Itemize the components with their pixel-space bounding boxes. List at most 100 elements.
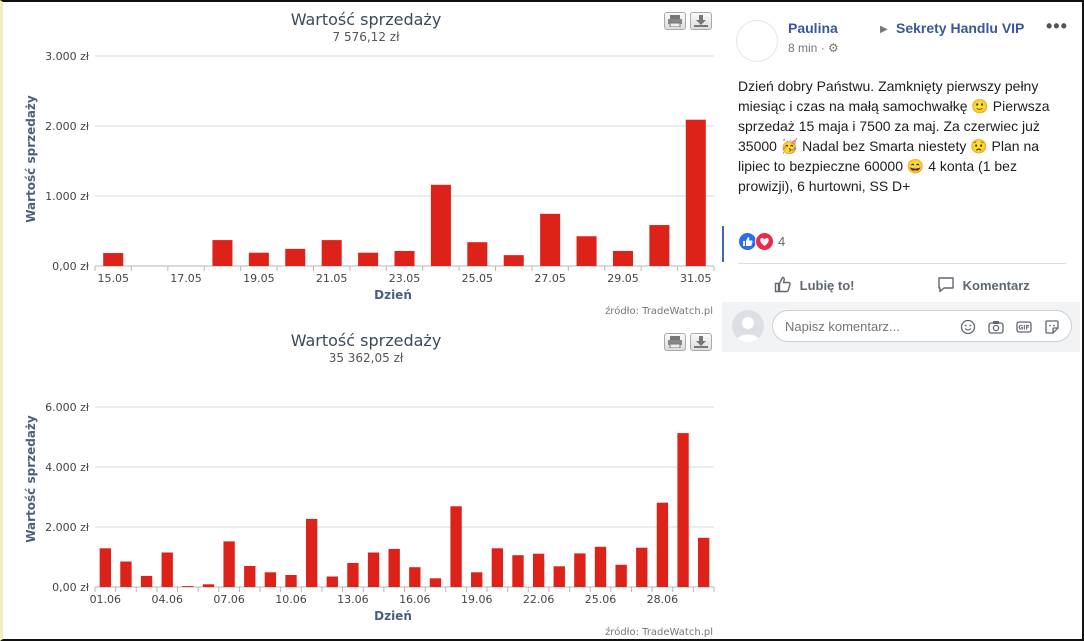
caret-right-icon: ▶: [880, 24, 888, 35]
bar[interactable]: [285, 575, 297, 587]
download-button[interactable]: [690, 333, 712, 351]
author-avatar[interactable]: [736, 20, 778, 62]
chart-title: Wartość sprzedaży: [290, 10, 442, 29]
audience-group-icon: · ⚙: [820, 41, 839, 55]
bar[interactable]: [471, 572, 483, 587]
bar[interactable]: [409, 567, 421, 587]
gif-icon[interactable]: GIF: [1016, 319, 1032, 335]
bar[interactable]: [615, 564, 627, 587]
bar[interactable]: [264, 572, 277, 587]
reaction-count[interactable]: 4: [778, 234, 786, 249]
print-icon: [668, 15, 682, 27]
bar[interactable]: [685, 119, 706, 266]
bar[interactable]: [161, 552, 173, 588]
sticker-icon[interactable]: [1044, 319, 1060, 335]
x-tick-label: 25.06: [585, 593, 617, 606]
bar-chart-june: 0,00 zł 2.000 zł 4.000 zł 6.000 zł 01.06 04.0…: [45, 401, 715, 606]
bar[interactable]: [540, 213, 561, 266]
facebook-post: Paulina ▶ Sekrety Handlu VIP ••• 8 min ·…: [722, 2, 1080, 352]
bar[interactable]: [512, 555, 524, 587]
bar[interactable]: [347, 563, 359, 587]
bar[interactable]: [358, 252, 379, 266]
bar[interactable]: [553, 566, 565, 587]
bar[interactable]: [394, 250, 415, 266]
bar[interactable]: [285, 248, 306, 266]
bar[interactable]: [305, 518, 318, 587]
emoji-icon[interactable]: [960, 319, 976, 335]
y-tick-label: 0,00 zł: [52, 581, 90, 594]
bar[interactable]: [212, 240, 233, 266]
download-icon: [694, 15, 708, 27]
bar[interactable]: [677, 433, 689, 587]
bar[interactable]: [574, 553, 586, 587]
y-tick-label: 0,00 zł: [52, 260, 90, 273]
camera-icon[interactable]: [988, 319, 1004, 335]
chart-panel-june: Wartość sprzedaży 35 362,05 zł Wartość s…: [3, 322, 719, 639]
bar[interactable]: [103, 253, 124, 266]
post-text: Dzień dobry Państwu. Zamknięty pierwszy …: [738, 78, 1050, 194]
love-reaction-icon: [755, 232, 774, 251]
comment-button[interactable]: Komentarz: [937, 276, 1030, 293]
bar[interactable]: [248, 252, 269, 266]
x-tick-label: 04.06: [151, 593, 183, 606]
download-button[interactable]: [690, 12, 712, 30]
bar[interactable]: [430, 184, 451, 266]
author-name[interactable]: Paulina: [788, 20, 838, 36]
bar[interactable]: [698, 537, 710, 587]
x-tick-label: 31.05: [680, 272, 712, 285]
bar-chart-may: 0,00 zł 1.000 zł 2.000 zł 3.000 zł 15.05 17.0…: [45, 50, 715, 285]
print-button[interactable]: [664, 12, 686, 30]
x-tick-label: 25.05: [462, 272, 494, 285]
bar[interactable]: [612, 250, 633, 266]
bar[interactable]: [202, 584, 215, 587]
bar[interactable]: [367, 552, 380, 588]
x-tick-label: 21.05: [316, 272, 348, 285]
chart-credit: źródło: TradeWatch.pl: [605, 306, 713, 317]
bar[interactable]: [636, 547, 648, 587]
chart-credit: źródło: TradeWatch.pl: [605, 627, 713, 638]
bar[interactable]: [120, 561, 132, 588]
more-options-icon[interactable]: •••: [1046, 16, 1068, 36]
x-tick-label: 29.05: [607, 272, 639, 285]
bar[interactable]: [182, 586, 194, 587]
comment-input[interactable]: [772, 310, 1072, 342]
print-button[interactable]: [664, 333, 686, 351]
bar[interactable]: [450, 506, 462, 587]
user-avatar: [732, 310, 764, 342]
x-tick-label: 28.06: [647, 593, 679, 606]
like-button[interactable]: Lubię to!: [774, 276, 855, 293]
bar[interactable]: [656, 502, 669, 587]
post-time-text: 8 min: [788, 41, 818, 55]
bar[interactable]: [223, 541, 235, 587]
like-label: Lubię to!: [799, 278, 855, 293]
x-tick-label: 23.05: [389, 272, 421, 285]
bar[interactable]: [503, 255, 524, 266]
x-tick-label: 07.06: [213, 593, 245, 606]
bar[interactable]: [140, 575, 153, 587]
bar[interactable]: [244, 566, 256, 587]
bar[interactable]: [99, 548, 111, 587]
bar[interactable]: [321, 240, 342, 266]
y-tick-label: 6.000 zł: [45, 401, 90, 414]
bar[interactable]: [649, 225, 670, 266]
bar[interactable]: [429, 578, 442, 587]
x-tick-label: 22.06: [523, 593, 555, 606]
post-time[interactable]: 8 min · ⚙: [788, 41, 839, 55]
bar[interactable]: [576, 236, 597, 266]
x-tick-label: 17.05: [170, 272, 202, 285]
bar[interactable]: [467, 242, 488, 266]
bar[interactable]: [532, 553, 545, 587]
y-tick-label: 4.000 zł: [45, 461, 90, 474]
divider: [738, 263, 1066, 264]
bar[interactable]: [594, 546, 607, 587]
focus-indicator: [722, 226, 724, 262]
group-name[interactable]: Sekrety Handlu VIP: [896, 20, 1025, 36]
bar[interactable]: [388, 548, 400, 587]
x-tick-label: 19.05: [243, 272, 275, 285]
bar[interactable]: [491, 548, 504, 587]
x-tick-label: 10.06: [275, 593, 307, 606]
bar[interactable]: [326, 576, 338, 588]
comment-label: Komentarz: [962, 278, 1030, 293]
x-axis-title: Dzień: [374, 288, 412, 302]
